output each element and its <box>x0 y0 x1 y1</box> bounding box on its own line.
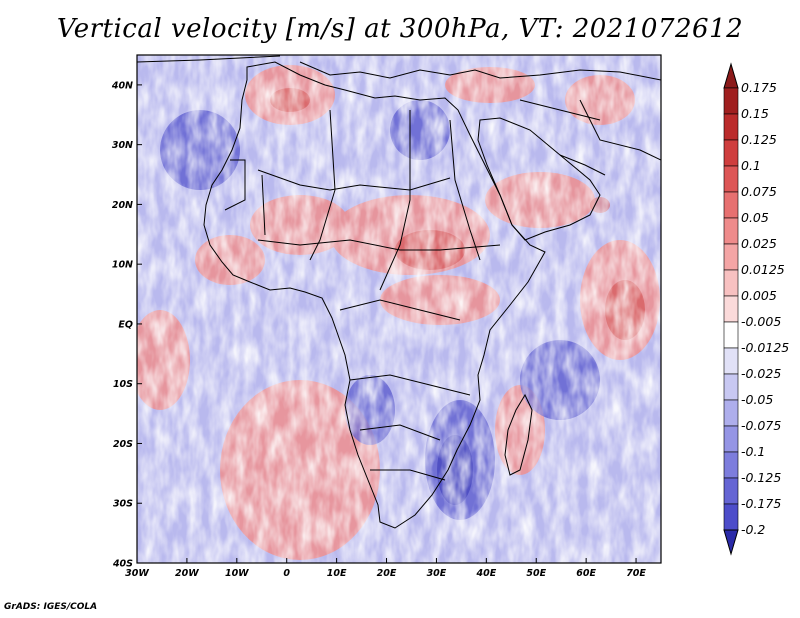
lat-tick-label: 30N <box>112 140 133 151</box>
lat-tick-label: 20S <box>113 439 133 450</box>
colorbar-label: 0.0125 <box>741 262 785 277</box>
colorbar-label: 0.125 <box>741 132 777 147</box>
colorbar-swatch <box>723 87 739 115</box>
colorbar-swatch <box>723 139 739 167</box>
lat-tick-label: 30S <box>113 499 133 510</box>
plot-frame <box>136 54 662 564</box>
lat-tick-label: EQ <box>118 319 133 330</box>
lat-tick-label: 40N <box>111 80 133 91</box>
lat-tick-label: 40S <box>112 559 133 570</box>
colorbar-swatch <box>723 269 739 297</box>
lon-tick-label: 70E <box>626 568 646 579</box>
lat-tick-label: 10S <box>113 379 133 390</box>
lat-tick-label: 10N <box>112 260 133 271</box>
lon-tick-label: 50E <box>526 568 546 579</box>
lon-tick-label: 10E <box>327 568 347 579</box>
coastlines <box>137 55 661 529</box>
lon-tick-label: 10W <box>225 568 249 579</box>
colorbar-swatch <box>723 347 739 375</box>
colorbar-swatch <box>723 113 739 141</box>
colorbar-label: -0.125 <box>741 470 781 485</box>
colorbar-bottom-arrow <box>723 529 739 556</box>
colorbar-label: -0.05 <box>741 392 773 407</box>
lon-tick-label: 20E <box>377 568 397 579</box>
colorbar-swatch <box>723 399 739 427</box>
colorbar-swatch <box>723 295 739 323</box>
colorbar-label: 0.15 <box>741 106 769 121</box>
colorbar-swatch <box>723 191 739 219</box>
colorbar-label: -0.075 <box>741 418 781 433</box>
lat-tick-label: 20N <box>112 200 133 211</box>
colorbar-label: 0.005 <box>741 288 777 303</box>
axis-ticks: 30W 20W 10W 0 10E 20E 30E 40E 50E 60E 70E 40N 30N 20N… <box>111 80 647 579</box>
colorbar: 0.175 0.15 0.125 0.1 0.075 0.05 0.025 0.0125 0.0… <box>723 62 789 556</box>
velocity-field <box>137 55 661 563</box>
colorbar-label: 0.025 <box>741 236 777 251</box>
colorbar-swatch <box>723 503 739 531</box>
colorbar-label: 0.175 <box>741 80 777 95</box>
colorbar-label: -0.0125 <box>741 340 789 355</box>
colorbar-top-arrow <box>723 62 739 89</box>
colorbar-label: 0.1 <box>741 158 761 173</box>
lon-tick-label: 60E <box>576 568 596 579</box>
colorbar-swatch <box>723 243 739 271</box>
colorbar-swatch <box>723 217 739 245</box>
colorbar-swatch <box>723 451 739 479</box>
colorbar-label: 0.075 <box>741 184 777 199</box>
colorbar-swatch <box>723 321 739 349</box>
colorbar-label: -0.2 <box>741 522 765 537</box>
lon-tick-label: 40E <box>475 568 496 579</box>
colorbar-swatch <box>723 165 739 193</box>
lon-tick-label: 30E <box>427 568 447 579</box>
colorbar-swatch <box>723 477 739 505</box>
lon-tick-label: 0 <box>283 568 290 579</box>
colorbar-label: -0.175 <box>741 496 781 511</box>
colorbar-label: 0.05 <box>741 210 769 225</box>
colorbar-label: -0.005 <box>741 314 781 329</box>
colorbar-swatch <box>723 425 739 453</box>
lon-tick-label: 30W <box>125 568 149 579</box>
credit-text: GrADS: IGES/COLA <box>4 602 98 612</box>
lon-tick-label: 20W <box>175 568 199 579</box>
colorbar-swatch <box>723 373 739 401</box>
colorbar-label: -0.025 <box>741 366 781 381</box>
map-title: Vertical velocity [m/s] at 300hPa, VT: 2… <box>56 14 744 44</box>
colorbar-label: -0.1 <box>741 444 765 459</box>
